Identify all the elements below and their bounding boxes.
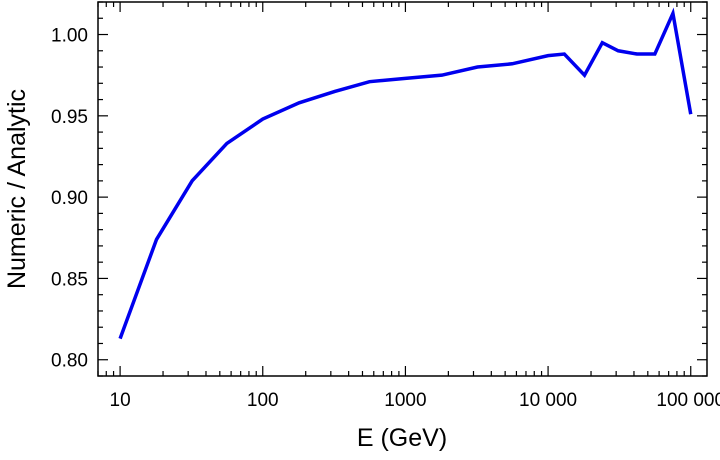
y-tick-label: 0.95 — [51, 107, 88, 128]
x-axis-title: E (GeV) — [357, 424, 447, 452]
tick-marks — [97, 1, 707, 377]
x-tick-labels: 10 100 1000 10 000 100 000 — [110, 390, 720, 411]
y-tick-labels: 0.80 0.85 0.90 0.95 1.00 — [51, 26, 88, 372]
y-tick-label: 0.80 — [51, 351, 88, 372]
y-axis-title: Numeric / Analytic — [3, 89, 31, 289]
y-tick-label: 0.90 — [51, 188, 88, 209]
y-tick-label: 0.85 — [51, 269, 88, 290]
y-tick-label: 1.00 — [51, 26, 88, 47]
x-tick-label: 1000 — [384, 390, 426, 411]
x-tick-label: 10 000 — [519, 390, 577, 411]
plot-frame — [97, 1, 708, 377]
x-tick-label: 100 000 — [656, 390, 720, 411]
x-tick-label: 10 — [110, 390, 131, 411]
x-tick-label: 100 — [247, 390, 279, 411]
series-line — [118, 7, 693, 340]
data-series — [118, 7, 693, 340]
